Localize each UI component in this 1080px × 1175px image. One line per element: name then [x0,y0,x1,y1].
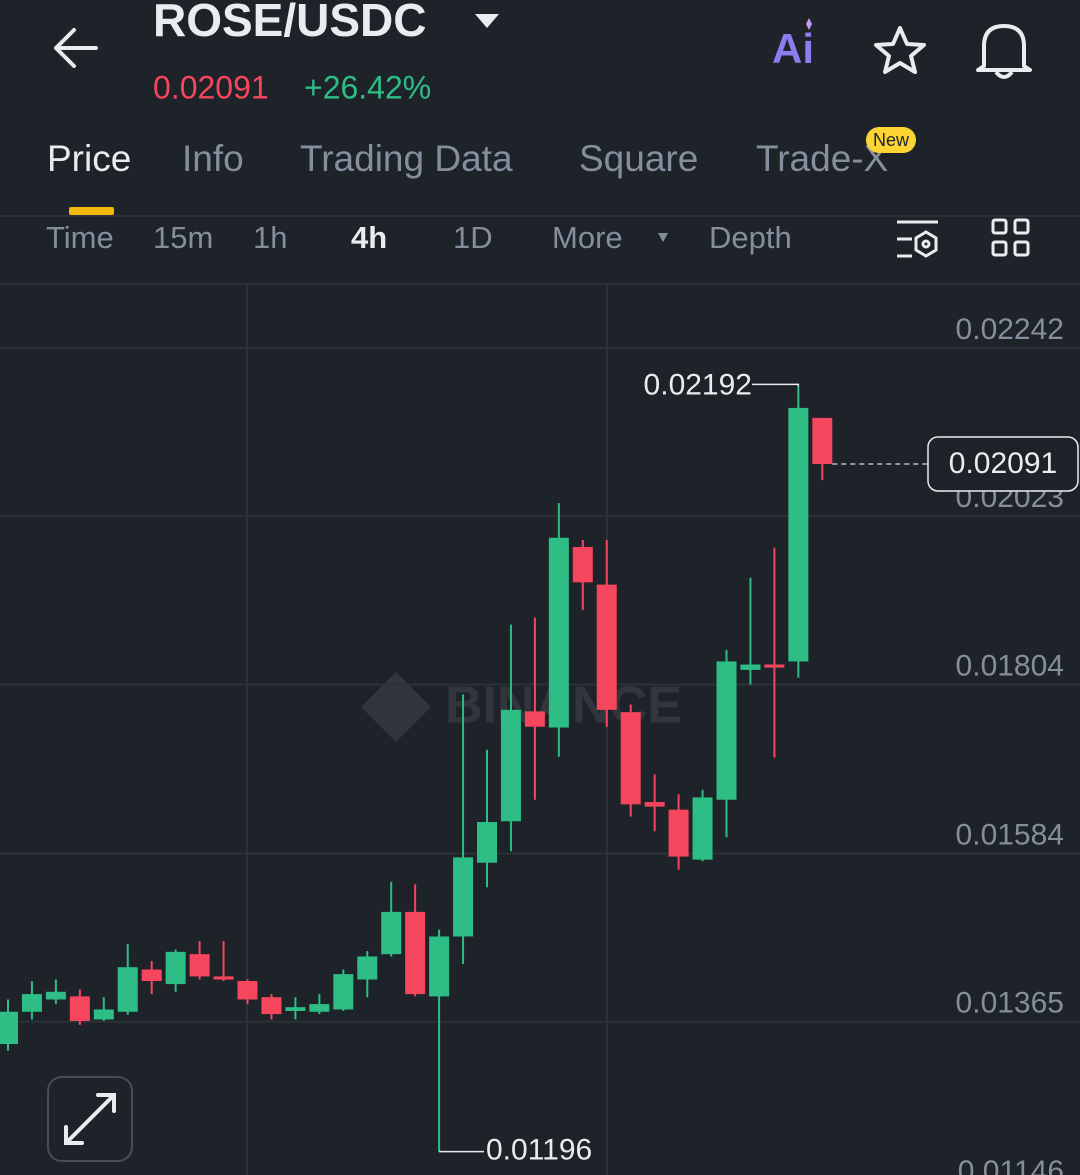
pair-dropdown[interactable] [475,14,499,28]
y-tick-label: 0.01804 [956,649,1064,682]
candle-body [45,991,66,1000]
interval-tab[interactable]: Time [46,220,114,255]
bell-icon [976,24,1032,72]
candle-body [189,954,210,977]
ai-sparkle [806,18,812,30]
watermark-logo [361,672,431,742]
layout-cell [991,240,1008,257]
ai-button[interactable]: Ai [772,18,814,72]
candle-body [692,797,713,860]
tab[interactable]: Price [47,138,131,179]
candle-body [309,1004,330,1012]
interval-tab[interactable]: 15m [153,220,213,255]
tab[interactable]: Trade-X [756,138,888,179]
layout-cell [1013,240,1030,257]
candle-body [596,584,617,710]
candle-body [788,407,809,662]
high-connector [752,383,800,387]
fullscreen-icon [64,1093,116,1145]
candle-body [261,997,282,1015]
interval-tab[interactable]: Depth [709,220,792,255]
layout-cell [991,218,1008,235]
settings-button[interactable] [897,220,938,258]
candle-body [69,996,90,1021]
y-tick-label: 0.01584 [956,818,1064,851]
candle-body [93,1009,114,1020]
more-dropdown [658,233,668,242]
tab[interactable]: Info [182,138,244,179]
candle-body [524,711,545,727]
interval-tab[interactable]: 4h [351,220,387,255]
candle-body [764,664,785,668]
candle-body [500,709,521,822]
fullscreen-button[interactable] [47,1076,133,1162]
candle-body [333,974,354,1010]
layout-cell [1013,218,1030,235]
candle-body [620,712,641,805]
favorite-button[interactable] [874,26,926,74]
candle-body [644,802,665,807]
candle-body [117,967,138,1012]
fullscreen-frame [47,1076,133,1162]
new-badge-text: New [873,130,910,150]
candle-body [572,546,593,583]
y-tick-label: 0.02242 [956,313,1064,346]
bell-clapper [994,70,1014,79]
tab[interactable]: Square [579,138,698,179]
candle-body [141,969,162,982]
candle-body [213,976,234,980]
pair-title[interactable]: ROSE/USDC [153,0,426,46]
new-badge [866,127,916,153]
layout-button[interactable] [991,218,1030,257]
alert-button[interactable] [976,24,1032,79]
low-label: 0.01196 [486,1134,592,1167]
candle-body [357,956,378,980]
candle-body [453,857,474,937]
active-tab-indicator [69,207,114,215]
back-button[interactable] [54,28,98,68]
candle-body [0,1011,18,1045]
candle-body [237,981,258,1000]
last-price-box [927,436,1079,492]
interval-tab[interactable]: More [552,220,623,255]
candle-body [740,664,761,670]
ai-icon: Ai [772,25,814,72]
last-price: 0.02091 [153,69,269,105]
tab[interactable]: Trading Data [300,138,513,179]
candle-body [716,661,737,800]
last-price-label: 0.02091 [949,447,1057,480]
interval-tab[interactable]: 1D [453,220,493,255]
settings-hex [914,230,938,258]
settings-dot [921,239,931,249]
candle-body [429,936,450,997]
candle-body [405,911,426,995]
candle-body [165,951,186,985]
candle-body [812,417,833,465]
y-tick-label: 0.01365 [956,987,1064,1020]
candle-body [21,994,42,1012]
candle-body [548,537,569,728]
price-change: +26.42% [304,69,431,105]
y-tick-label: 0.01146 [958,1155,1064,1175]
candle-body [285,1007,306,1011]
candle-body [381,911,402,955]
high-label: 0.02192 [644,368,752,401]
candle-body [477,822,497,863]
settings-lines [897,220,938,258]
candle-body [668,809,689,857]
interval-tab[interactable]: 1h [253,220,287,255]
